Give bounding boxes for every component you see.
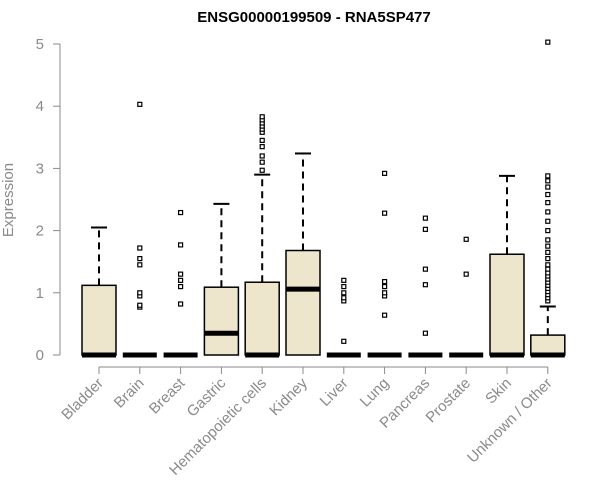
outlier-point [545, 173, 551, 179]
outlier-point [382, 170, 388, 176]
y-tick-label: 2 [36, 223, 44, 240]
outlier-point [137, 290, 143, 296]
outlier-point [545, 228, 551, 234]
outlier-point [545, 200, 551, 206]
chart-title: ENSG00000199509 - RNA5SP477 [197, 9, 430, 26]
x-tick-label: Kidney [266, 374, 311, 419]
box-rect [203, 286, 240, 356]
outlier-point [545, 255, 551, 262]
box-rect [285, 249, 321, 356]
x-tick-label: Skin [482, 375, 515, 408]
x-tick-label: Prostate [422, 375, 474, 427]
x-tick-label: Brain [111, 375, 148, 412]
y-tick-label: 0 [36, 347, 44, 364]
outlier-point [545, 262, 551, 268]
box-unknown-other [530, 39, 566, 358]
outlier-point [545, 209, 551, 215]
outlier-point [137, 262, 143, 268]
outlier-point [545, 266, 551, 272]
box-gastric [203, 202, 240, 356]
outlier-point [422, 282, 428, 288]
x-tick-label: Bladder [58, 375, 107, 424]
outlier-point [422, 226, 428, 232]
outlier-point [463, 271, 469, 277]
outlier-point [341, 277, 347, 283]
box-liver [326, 277, 361, 358]
outlier-point [259, 137, 265, 144]
box-skin [489, 174, 525, 358]
box-rect [81, 284, 117, 356]
box-pancreas [408, 215, 443, 358]
outlier-point [178, 283, 184, 290]
outlier-point [545, 39, 551, 45]
box-rect [489, 253, 525, 356]
outlier-point [545, 237, 551, 243]
outlier-point [178, 209, 184, 216]
box-prostate [449, 236, 484, 358]
x-tick-label: Breast [146, 374, 189, 417]
outlier-point [422, 266, 428, 272]
outlier-point [259, 153, 265, 159]
y-tick-label: 4 [36, 98, 44, 115]
y-tick-label: 1 [36, 285, 44, 302]
outlier-point [422, 215, 428, 221]
outlier-point [341, 290, 347, 296]
outlier-point [545, 184, 551, 190]
box-kidney [285, 152, 321, 356]
y-axis: 0 1 2 3 4 5 [36, 36, 61, 364]
box-brain [122, 101, 157, 358]
y-axis-label: Expression [0, 163, 17, 237]
outlier-point [137, 245, 143, 251]
outlier-point [382, 283, 388, 290]
outlier-point [545, 243, 551, 249]
outlier-point [137, 101, 143, 107]
outlier-point [259, 159, 265, 165]
plot-area [81, 39, 566, 358]
x-tick-label: Liver [317, 375, 352, 410]
outlier-point [382, 210, 388, 216]
outlier-point [545, 249, 551, 255]
outlier-point [137, 302, 143, 308]
outlier-point [178, 242, 184, 248]
box-bladder [81, 226, 117, 358]
outlier-point [545, 178, 551, 184]
y-tick-label: 5 [36, 36, 44, 53]
outlier-point [259, 114, 265, 120]
outlier-point [178, 301, 184, 307]
box-lung [367, 170, 402, 358]
outlier-point [259, 144, 265, 150]
outlier-point [341, 283, 347, 290]
box-rect [244, 281, 280, 356]
outlier-point [382, 279, 388, 285]
outlier-point [341, 295, 347, 301]
outlier-point [422, 330, 428, 336]
outlier-point [341, 338, 347, 344]
box-rect [530, 334, 566, 356]
outlier-point [178, 277, 184, 283]
box-hematopoietic-cells [244, 114, 280, 358]
outlier-point [545, 191, 551, 198]
outlier-point [463, 236, 469, 242]
outlier-point [382, 290, 388, 296]
y-tick-label: 3 [36, 160, 44, 177]
outlier-point [545, 218, 551, 224]
box-breast [163, 209, 198, 358]
outlier-point [259, 167, 265, 173]
outlier-point [137, 255, 143, 262]
outlier-point [178, 271, 184, 277]
outlier-point [382, 312, 388, 318]
x-tick-label: Lung [357, 375, 393, 411]
